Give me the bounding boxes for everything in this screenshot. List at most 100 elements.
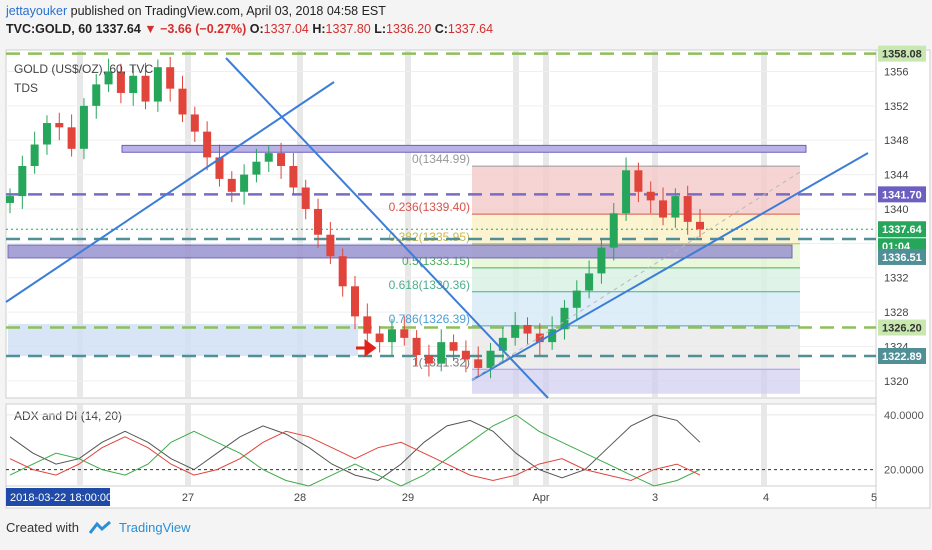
candle-body [437,342,446,364]
resistance-band [121,144,807,153]
candle-body [141,75,150,102]
low-label: L: [374,22,387,36]
session-break [761,404,767,486]
indicator-pane [5,403,877,487]
tradingview-brand[interactable]: TradingView [118,520,191,535]
high-value: 1337.80 [325,22,371,36]
price-axis-label [878,347,926,364]
candle-body [523,324,532,334]
candle-body [671,196,680,218]
candle-body [301,187,310,209]
published-text: published on TradingView.com, April 03, … [70,4,386,18]
candle-body [67,127,76,149]
symbol-bar: TVC:GOLD, 60 1337.64 ▼ −3.66 (−0.27%) O:… [6,22,493,36]
price-axis-label [878,186,926,203]
time-tick-label: 4 [763,492,769,504]
session-break [77,404,83,486]
price-change: ▼ −3.66 (−0.27%) [144,22,247,36]
time-axis [5,485,877,509]
trendline-down [225,57,549,399]
candle-body [412,337,421,356]
candle-body [129,75,138,93]
candle-body [622,170,631,214]
author-link[interactable]: jettayouker [6,4,68,18]
candle-body [474,359,483,368]
session-break [185,404,191,486]
session-break [297,404,303,486]
candle-body [461,350,470,360]
candle-body [227,178,236,192]
close-value: 1337.64 [447,22,494,36]
price-tick-label: 1328 [884,307,908,319]
candle-body [6,196,14,203]
price-axis-label-text: 1322.89 [882,351,922,363]
symbol-label[interactable]: TVC:GOLD, 60 [6,22,93,36]
candle-body [190,114,199,132]
candle-body [314,208,323,235]
time-tick-label: 5 [871,492,877,504]
low-value: 1336.20 [386,22,432,36]
candle-body [18,166,27,197]
open-value: 1337.04 [263,22,309,36]
fib-level-label: 0.786(1326.39) [389,312,470,326]
candle-body [42,123,51,145]
session-break [185,50,191,398]
candle-body [548,329,557,343]
fib-level-label: 0.382(1335.95) [389,230,470,244]
price-axis-label-text: 1358.08 [882,49,922,61]
candle-body [498,337,507,351]
di-minus-line [9,430,701,482]
candle-body [326,234,335,257]
candle-body [166,67,175,89]
candle-body [351,286,359,317]
price-tick-label: 1340 [884,204,908,216]
candle-body [240,174,249,192]
candle-body [215,157,224,179]
time-tick-label: 29 [402,492,414,504]
fib-level-label: 0.618(1330.36) [389,278,470,292]
price-tick-label: 1320 [884,376,908,388]
time-cursor-text: 2018-03-22 18:00:00 [10,492,112,504]
price-axis-label-text: 1341.70 [882,189,922,201]
candle-body [92,84,101,106]
candle-body [30,144,39,166]
candle-body [449,342,458,351]
price-axis-label [878,45,926,62]
tradingview-logo-icon [88,520,111,534]
candle-body [400,329,409,338]
price-axis-label-text: 1326.20 [882,323,922,335]
candle-body [55,123,64,128]
candle-body [203,131,212,158]
candle-body [252,161,261,175]
candle-body [264,153,273,162]
price-tick-label: 1344 [884,170,908,182]
trendline-support [471,152,869,381]
candle-body [116,71,125,93]
candle-body [486,350,495,368]
fib-level-label: 0.236(1339.40) [389,200,470,214]
trendline-up [5,81,335,303]
chart-title: GOLD (US$/OZ), 60, TVC [14,62,153,76]
candle-body [289,166,298,188]
candle-body [646,191,655,201]
session-break [77,50,83,398]
candle-body [535,333,544,343]
session-break [297,50,303,398]
publish-info: jettayouker published on TradingView.com… [6,4,386,18]
time-tick-label: Apr [532,492,549,504]
candle-body [659,200,668,218]
adx-tick-label: 20.0000 [884,465,924,477]
candle-body [683,196,692,222]
candle-body [375,333,384,343]
time-tick-label: 27 [182,492,194,504]
indicator-label: ADX and DI (14, 20) [14,409,122,423]
time-tick-label: 28 [294,492,306,504]
candle-body [153,67,162,102]
candle-body [585,273,594,291]
session-break [405,50,411,398]
price-axis-label [878,248,926,265]
price-tick-label: 1332 [884,273,908,285]
candle-body [178,88,187,115]
candle-body [609,213,618,248]
